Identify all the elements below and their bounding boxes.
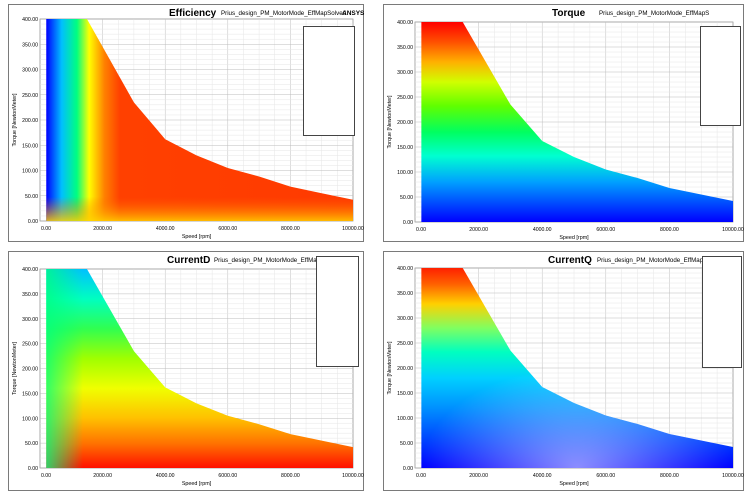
y-axis-label: Torque [NewtonMeter]	[387, 95, 393, 149]
y-tick-label: 250.00	[22, 93, 38, 99]
chart-subtitle: Prius_design_PM_MotorMode_EffMapS	[599, 10, 710, 17]
y-tick-label: 200.00	[397, 366, 413, 372]
x-tick-label: 10000.00	[342, 473, 364, 479]
y-tick-label: 400.00	[397, 266, 413, 272]
legend-currentq	[702, 256, 742, 368]
legend-currentd	[316, 256, 359, 367]
legend-efficiency	[303, 26, 355, 136]
y-tick-label: 150.00	[22, 143, 38, 149]
x-tick-label: 10000.00	[342, 226, 364, 232]
x-tick-label: 8000.00	[281, 226, 300, 232]
y-tick-label: 350.00	[22, 42, 38, 48]
y-tick-label: 0.00	[403, 466, 413, 472]
plot-svg-currentd: 0.00 2000.00 4000.00 6000.00 8000.00 10000.00…	[12, 258, 364, 487]
y-tick-label: 50.00	[400, 441, 413, 447]
x-tick-label: 0.00	[41, 473, 51, 479]
chart-title: Torque	[552, 8, 586, 19]
y-tick-label: 400.00	[397, 20, 413, 26]
y-tick-label: 350.00	[397, 45, 413, 51]
x-tick-label: 0.00	[41, 226, 51, 232]
y-tick-label: 400.00	[22, 17, 38, 23]
x-tick-label: 2000.00	[93, 473, 112, 479]
plot-svg-torque: 0.00 2000.00 4000.00 6000.00 8000.00 10000.00…	[387, 20, 744, 241]
chart-panel-torque[interactable]: 0.00 2000.00 4000.00 6000.00 8000.00 10000.00…	[383, 4, 744, 242]
y-tick-label: 100.00	[397, 416, 413, 422]
x-tick-label: 6000.00	[596, 227, 615, 233]
chart-subtitle: Prius_design_PM_MotorMode_EffMapSc	[214, 257, 328, 264]
x-axis-label: Speed [rpm]	[559, 235, 589, 241]
y-tick-label: 150.00	[22, 391, 38, 397]
y-tick-label: 0.00	[28, 466, 38, 472]
y-tick-label: 100.00	[22, 169, 38, 175]
x-tick-label: 8000.00	[660, 473, 679, 479]
y-tick-label: 50.00	[400, 195, 413, 201]
x-tick-label: 0.00	[416, 473, 426, 479]
x-tick-label: 4000.00	[156, 226, 175, 232]
x-tick-label: 4000.00	[533, 473, 552, 479]
x-tick-label: 4000.00	[156, 473, 175, 479]
y-tick-label: 400.00	[22, 267, 38, 273]
x-tick-label: 8000.00	[660, 227, 679, 233]
x-tick-label: 4000.00	[533, 227, 552, 233]
y-tick-label: 300.00	[22, 68, 38, 74]
y-tick-label: 0.00	[403, 220, 413, 226]
x-tick-label: 6000.00	[218, 473, 237, 479]
y-tick-label: 350.00	[397, 291, 413, 297]
plot-svg-currentq: 0.00 2000.00 4000.00 6000.00 8000.00 10000.00…	[387, 258, 744, 487]
y-tick-label: 50.00	[25, 194, 38, 200]
y-tick-label: 50.00	[25, 441, 38, 447]
map-shading	[421, 268, 733, 468]
chart-title: CurrentQ	[548, 255, 592, 266]
x-tick-label: 6000.00	[596, 473, 615, 479]
map-region	[421, 22, 733, 222]
x-tick-label: 6000.00	[218, 226, 237, 232]
x-tick-label: 10000.00	[722, 227, 744, 233]
x-tick-label: 8000.00	[281, 473, 300, 479]
y-tick-label: 200.00	[397, 120, 413, 126]
chart-panel-currentq[interactable]: 0.00 2000.00 4000.00 6000.00 8000.00 10000.00…	[383, 251, 744, 491]
y-tick-label: 0.00	[28, 219, 38, 225]
y-tick-label: 100.00	[397, 170, 413, 176]
chart-subtitle: Prius_design_PM_MotorMode_EffMapSolved	[221, 10, 347, 17]
y-axis-label: Torque [NewtonMeter]	[387, 341, 393, 395]
y-tick-label: 350.00	[22, 292, 38, 298]
x-tick-label: 10000.00	[722, 473, 744, 479]
x-axis-label: Speed [rpm]	[559, 481, 589, 487]
y-tick-label: 300.00	[397, 70, 413, 76]
y-tick-label: 150.00	[397, 391, 413, 397]
chart-title: CurrentD	[167, 255, 211, 266]
ansys-logo: ANSYS	[342, 10, 365, 17]
y-tick-label: 100.00	[22, 416, 38, 422]
y-tick-label: 250.00	[397, 341, 413, 347]
y-tick-label: 200.00	[22, 118, 38, 124]
y-tick-label: 300.00	[397, 316, 413, 322]
y-tick-label: 300.00	[22, 317, 38, 323]
chart-panel-currentd[interactable]: 0.00 2000.00 4000.00 6000.00 8000.00 10000.00…	[8, 251, 364, 491]
chart-title: Efficiency	[169, 8, 217, 19]
y-tick-label: 200.00	[22, 367, 38, 373]
y-tick-label: 150.00	[397, 145, 413, 151]
legend-torque	[700, 26, 741, 126]
y-tick-label: 250.00	[22, 342, 38, 348]
chart-subtitle: Prius_design_PM_MotorMode_EffMapSc	[597, 257, 711, 264]
y-axis-label: Torque [NewtonMeter]	[12, 341, 18, 395]
x-tick-label: 2000.00	[469, 227, 488, 233]
y-axis-label: Torque [NewtonMeter]	[12, 93, 18, 147]
x-tick-label: 0.00	[416, 227, 426, 233]
chart-panel-efficiency[interactable]: 0.00 2000.00 4000.00 6000.00 8000.00 10000.00…	[8, 4, 364, 242]
y-tick-label: 250.00	[397, 95, 413, 101]
x-tick-label: 2000.00	[469, 473, 488, 479]
map-shading	[46, 19, 353, 221]
x-axis-label: Speed [rpm]	[182, 481, 212, 487]
x-tick-label: 2000.00	[93, 226, 112, 232]
x-axis-label: Speed [rpm]	[182, 234, 212, 240]
map-shading	[46, 269, 353, 468]
